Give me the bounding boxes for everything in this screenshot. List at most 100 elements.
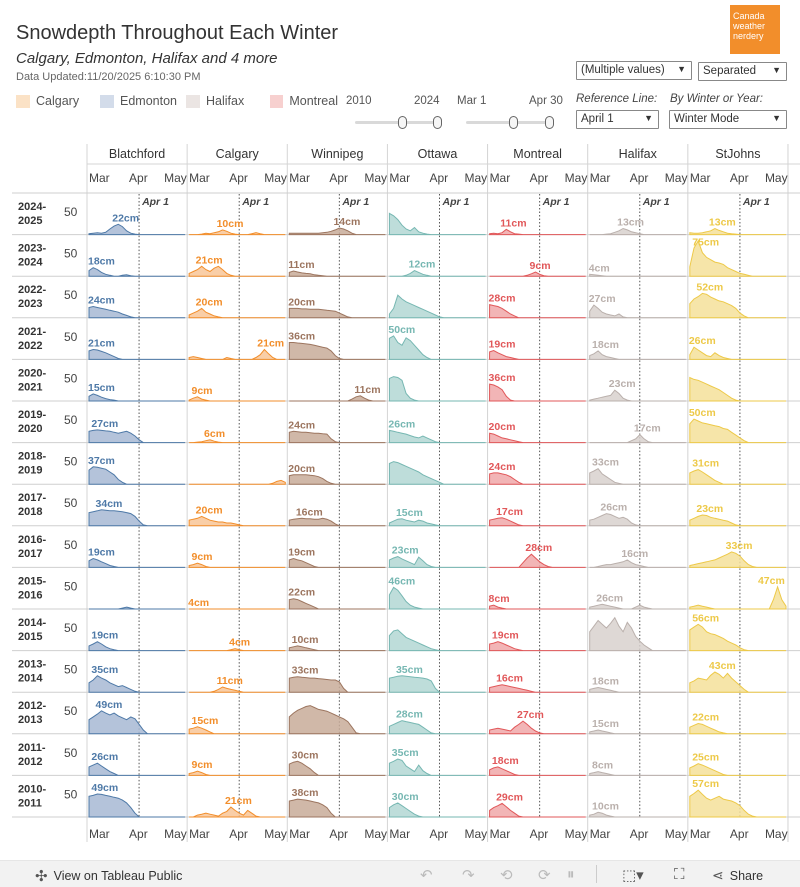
snowdepth-area-winnipeg [288, 557, 386, 568]
peak-label-montreal: 19cm [489, 338, 516, 350]
snowdepth-area-stjohns [689, 418, 786, 444]
snowdepth-area-ottawa [388, 802, 486, 818]
peak-label-ottawa: 46cm [388, 575, 415, 587]
logo-line-2: weather [733, 21, 766, 31]
canada-weather-nerdery-logo[interactable]: Canada weather nerdery [730, 5, 780, 54]
y-tick-label: 50 [64, 579, 78, 593]
snowdepth-area-stjohns [689, 763, 786, 776]
x-tick-label-top: Mar [389, 171, 410, 185]
legend-item-montreal[interactable]: Montreal [270, 93, 338, 109]
winter-label-line1: 2021- [18, 326, 46, 338]
peak-label-ottawa: 15cm [396, 507, 423, 519]
snowdepth-area-stjohns [689, 227, 786, 236]
year-slider-start-handle[interactable] [398, 116, 407, 129]
x-tick-label-top: Mar [690, 171, 711, 185]
snowdepth-area-blatchford [88, 557, 186, 568]
x-tick-label-bottom: May [364, 827, 387, 841]
snowdepth-area-ottawa [388, 294, 486, 319]
snowdepth-area-winnipeg [288, 760, 386, 776]
x-tick-label-top: Apr [129, 171, 148, 185]
snowdepth-area-stjohns [689, 292, 786, 319]
snowdepth-area-stjohns [689, 623, 786, 652]
fullscreen-icon[interactable]: ⛶ [674, 866, 685, 883]
snowdepth-area-blatchford [88, 305, 186, 319]
legend-item-calgary[interactable]: Calgary [16, 93, 79, 109]
reference-line-value: April 1 [581, 113, 614, 125]
download-icon[interactable]: ⬚▾ [622, 867, 644, 884]
refresh-icon[interactable]: ⟳ [538, 867, 551, 884]
peak-label-blatchford: 19cm [91, 630, 118, 642]
peak-label-winnipeg: 24cm [288, 419, 315, 431]
winter-or-year-dropdown[interactable]: Winter Mode ▼ [669, 110, 787, 129]
legend-label: Halifax [206, 94, 245, 108]
pause-icon[interactable]: ⏸ [567, 866, 575, 883]
legend-label: Edmonton [120, 94, 177, 108]
revert-icon[interactable]: ⟲ [500, 867, 513, 884]
multiple-values-dropdown[interactable]: (Multiple values) ▼ [576, 61, 692, 80]
share-button[interactable]: ⋖ Share [712, 867, 763, 884]
snowdepth-area-ottawa [388, 675, 486, 693]
snowdepth-area-blatchford [88, 466, 186, 485]
peak-label-montreal: 19cm [492, 630, 519, 642]
data-updated-text: Data Updated:11/20/2025 6:10:30 PM [16, 71, 201, 83]
peak-label-stjohns: 22cm [692, 711, 719, 723]
peak-label-montreal: 20cm [489, 421, 516, 433]
winter-label-line1: 2013- [18, 659, 46, 671]
month-slider-start-label: Mar 1 [457, 95, 487, 107]
winter-label-line2: 2014 [18, 673, 43, 685]
peak-label-halifax: 18cm [592, 676, 619, 688]
peak-label-winnipeg: 30cm [292, 749, 319, 761]
snowdepth-area-ottawa [388, 212, 486, 236]
peak-label-blatchford: 49cm [96, 699, 123, 711]
multiple-values-value: (Multiple values) [581, 64, 665, 76]
month-slider-end-handle[interactable] [545, 116, 554, 129]
chevron-down-icon: ▼ [677, 64, 686, 74]
legend-item-halifax[interactable]: Halifax [186, 93, 244, 109]
undo-icon[interactable]: ↶ [420, 867, 433, 884]
peak-label-calgary: 20cm [196, 296, 223, 308]
winter-label-line2: 2012 [18, 756, 42, 768]
month-slider-start-handle[interactable] [509, 116, 518, 129]
peak-label-calgary: 9cm [192, 551, 213, 563]
peak-label-calgary: 21cm [196, 254, 223, 266]
snowdepth-area-montreal [489, 684, 586, 693]
view-on-tableau-public-link[interactable]: ✣ View on Tableau Public [35, 867, 182, 885]
snowdepth-small-multiples-chart[interactable]: Blatchford Calgary Winnipeg Ottawa Montreal H… [0, 140, 800, 852]
peak-label-calgary: 4cm [229, 637, 250, 649]
tableau-toolbar: ✣ View on Tableau Public ↶ ↷ ⟲ ⟳ ⏸ ⬚▾ ⛶ … [0, 860, 800, 887]
legend-item-edmonton[interactable]: Edmonton [100, 93, 177, 109]
reference-line-label: Reference Line: [576, 93, 658, 105]
winter-label-line2: 2022 [18, 340, 42, 352]
peak-label-blatchford: 27cm [91, 418, 118, 430]
snowdepth-area-halifax [589, 304, 686, 319]
winter-label-line1: 2015- [18, 575, 46, 587]
peak-label-blatchford: 49cm [91, 782, 118, 794]
snowdepth-area-calgary [189, 686, 286, 693]
winter-label-line1: 2017- [18, 492, 46, 504]
redo-icon[interactable]: ↷ [462, 867, 475, 884]
snowdepth-area-winnipeg [288, 270, 386, 277]
x-tick-label-bottom: May [565, 827, 588, 841]
peak-label-winnipeg: 10cm [292, 634, 319, 646]
snowdepth-area-blatchford [88, 348, 186, 360]
peak-label-winnipeg: 22cm [288, 587, 315, 599]
x-tick-label-top: May [665, 171, 688, 185]
x-tick-label-top: Mar [490, 171, 511, 185]
y-tick-label: 50 [64, 371, 78, 385]
station-header-winnipeg: Winnipeg [311, 147, 363, 161]
peak-label-halifax: 17cm [634, 423, 661, 435]
snowdepth-area-stjohns [689, 551, 786, 568]
snowdepth-area-halifax [589, 811, 686, 818]
snowdepth-area-calgary [189, 806, 286, 818]
reference-line-dropdown[interactable]: April 1 ▼ [576, 110, 659, 129]
year-slider-end-handle[interactable] [433, 116, 442, 129]
peak-label-montreal: 16cm [496, 673, 523, 685]
y-tick-label: 50 [64, 205, 78, 219]
layout-mode-dropdown[interactable]: Separated ▼ [698, 62, 787, 81]
peak-label-halifax: 16cm [621, 548, 648, 560]
y-tick-label: 50 [64, 538, 78, 552]
winter-label-line1: 2023- [18, 243, 46, 255]
snowdepth-area-stjohns [689, 789, 786, 818]
snowdepth-area-calgary [188, 770, 286, 776]
peak-label-blatchford: 15cm [88, 382, 115, 394]
